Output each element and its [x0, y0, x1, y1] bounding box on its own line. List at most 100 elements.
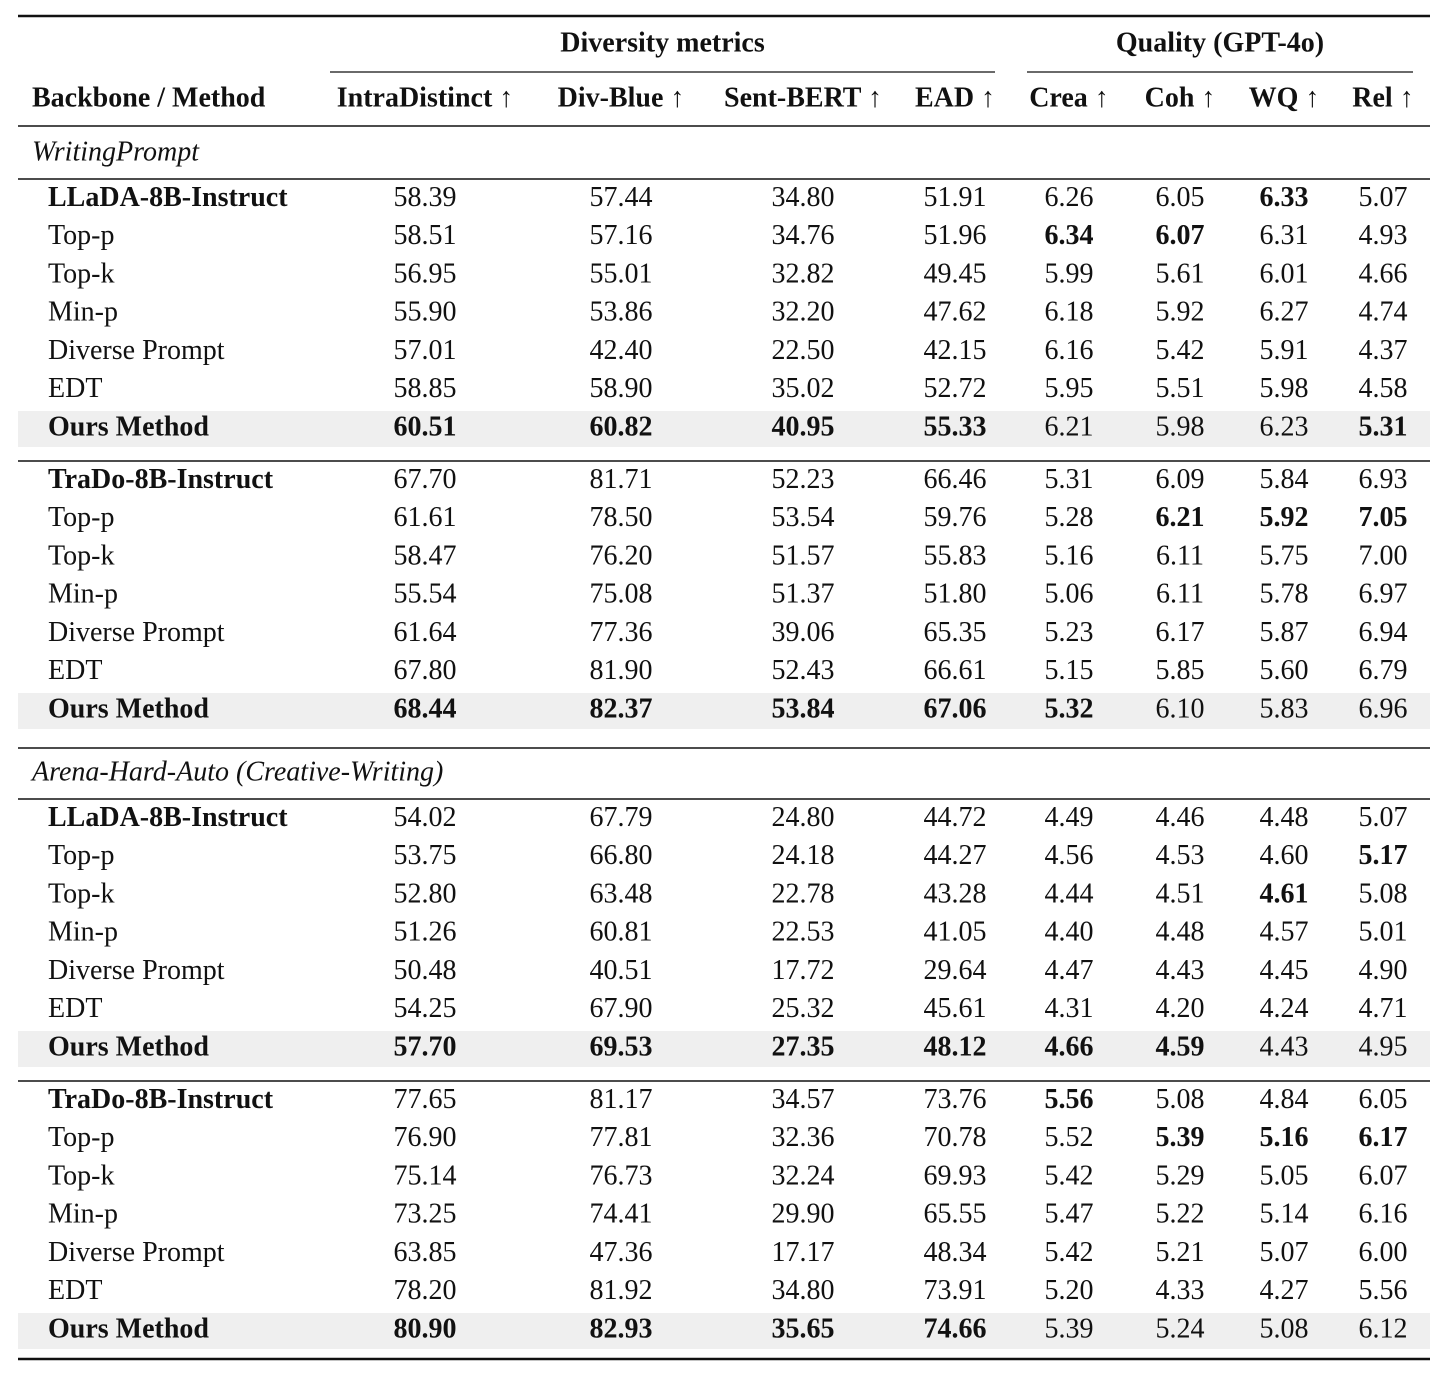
cell-value: 5.84 — [1260, 464, 1309, 495]
cell-value: 5.85 — [1156, 655, 1205, 686]
cell-value: 4.31 — [1045, 993, 1094, 1024]
cell-value: 5.32 — [1045, 693, 1094, 724]
method-name: Diverse Prompt — [48, 335, 225, 366]
cell-value: 53.54 — [772, 502, 835, 533]
cell-value: 6.31 — [1260, 220, 1309, 251]
cell-value: 5.99 — [1045, 258, 1094, 289]
cell-value: 6.01 — [1260, 258, 1309, 289]
cell-value: 76.73 — [590, 1160, 653, 1191]
cell-value: 4.59 — [1156, 1031, 1205, 1062]
cell-value: 81.17 — [590, 1084, 653, 1115]
cell-value: 69.53 — [590, 1031, 653, 1062]
cell-value: 67.06 — [924, 693, 987, 724]
cell-value: 4.44 — [1045, 878, 1094, 909]
cell-value: 6.00 — [1359, 1237, 1408, 1268]
cell-value: 35.65 — [772, 1313, 835, 1344]
cell-value: 63.85 — [394, 1237, 457, 1268]
cell-value: 6.11 — [1156, 540, 1204, 571]
cell-value: 6.17 — [1359, 1122, 1408, 1153]
cell-value: 65.35 — [924, 617, 987, 648]
cell-value: 6.07 — [1156, 220, 1205, 251]
cell-value: 4.46 — [1156, 802, 1205, 833]
cell-value: 75.14 — [394, 1160, 457, 1191]
cell-value: 39.06 — [772, 617, 835, 648]
column-header: IntraDistinct ↑ — [337, 82, 514, 113]
cell-value: 57.01 — [394, 335, 457, 366]
cell-value: 5.42 — [1156, 335, 1205, 366]
cell-value: 78.50 — [590, 502, 653, 533]
cell-value: 54.02 — [394, 802, 457, 833]
cell-value: 51.91 — [924, 182, 987, 213]
cell-value: 53.86 — [590, 297, 653, 328]
cell-value: 5.14 — [1260, 1199, 1309, 1230]
cell-value: 61.61 — [394, 502, 457, 533]
cell-value: 35.02 — [772, 373, 835, 404]
cell-value: 5.23 — [1045, 617, 1094, 648]
cell-value: 42.15 — [924, 335, 987, 366]
cell-value: 5.42 — [1045, 1160, 1094, 1191]
cell-value: 6.10 — [1156, 693, 1205, 724]
cell-value: 5.78 — [1260, 579, 1309, 610]
cell-value: 32.20 — [772, 297, 835, 328]
cell-value: 4.90 — [1359, 955, 1408, 986]
cell-value: 6.93 — [1359, 464, 1408, 495]
cell-value: 4.66 — [1359, 258, 1408, 289]
cell-value: 5.60 — [1260, 655, 1309, 686]
method-name: Top-p — [48, 840, 114, 871]
cell-value: 49.45 — [924, 258, 987, 289]
highlight-band — [18, 693, 1430, 729]
cell-value: 5.39 — [1045, 1313, 1094, 1344]
cell-value: 53.75 — [394, 840, 457, 871]
cell-value: 52.80 — [394, 878, 457, 909]
cell-value: 4.66 — [1045, 1031, 1094, 1062]
cell-value: 55.90 — [394, 297, 457, 328]
cell-value: 5.17 — [1359, 840, 1408, 871]
cell-value: 6.23 — [1260, 411, 1309, 442]
cell-value: 6.27 — [1260, 297, 1309, 328]
method-name: LLaDA-8B-Instruct — [48, 802, 288, 833]
cell-value: 52.23 — [772, 464, 835, 495]
cell-value: 6.07 — [1359, 1160, 1408, 1191]
column-header: Crea ↑ — [1029, 82, 1109, 113]
highlight-band — [18, 1031, 1430, 1067]
cell-value: 4.57 — [1260, 917, 1309, 948]
cell-value: 60.51 — [394, 411, 457, 442]
cell-value: 55.01 — [590, 258, 653, 289]
cell-value: 5.56 — [1045, 1084, 1094, 1115]
group-header: Quality (GPT-4o) — [1116, 27, 1324, 58]
cell-value: 4.20 — [1156, 993, 1205, 1024]
cell-value: 4.93 — [1359, 220, 1408, 251]
method-name: Min-p — [48, 579, 118, 610]
cell-value: 58.90 — [590, 373, 653, 404]
cell-value: 5.98 — [1156, 411, 1205, 442]
cell-value: 4.40 — [1045, 917, 1094, 948]
cell-value: 45.61 — [924, 993, 987, 1024]
cell-value: 5.31 — [1359, 411, 1408, 442]
cell-value: 66.80 — [590, 840, 653, 871]
cell-value: 66.46 — [924, 464, 987, 495]
cell-value: 5.75 — [1260, 540, 1309, 571]
cell-value: 6.21 — [1156, 502, 1205, 533]
cell-value: 32.36 — [772, 1122, 835, 1153]
method-name: Top-k — [48, 258, 114, 289]
cell-value: 67.80 — [394, 655, 457, 686]
cell-value: 5.83 — [1260, 693, 1309, 724]
cell-value: 67.79 — [590, 802, 653, 833]
cell-value: 44.72 — [924, 802, 987, 833]
cell-value: 73.25 — [394, 1199, 457, 1230]
cell-value: 6.16 — [1359, 1199, 1408, 1230]
cell-value: 4.53 — [1156, 840, 1205, 871]
cell-value: 5.24 — [1156, 1313, 1205, 1344]
cell-value: 69.93 — [924, 1160, 987, 1191]
cell-value: 5.22 — [1156, 1199, 1205, 1230]
cell-value: 5.16 — [1045, 540, 1094, 571]
method-name: Diverse Prompt — [48, 955, 225, 986]
cell-value: 4.95 — [1359, 1031, 1408, 1062]
section-title: Arena-Hard-Auto (Creative-Writing) — [30, 756, 443, 787]
cell-value: 40.51 — [590, 955, 653, 986]
cell-value: 73.91 — [924, 1275, 987, 1306]
cell-value: 6.05 — [1156, 182, 1205, 213]
method-name: Top-k — [48, 1160, 114, 1191]
cell-value: 5.51 — [1156, 373, 1205, 404]
cell-value: 5.52 — [1045, 1122, 1094, 1153]
